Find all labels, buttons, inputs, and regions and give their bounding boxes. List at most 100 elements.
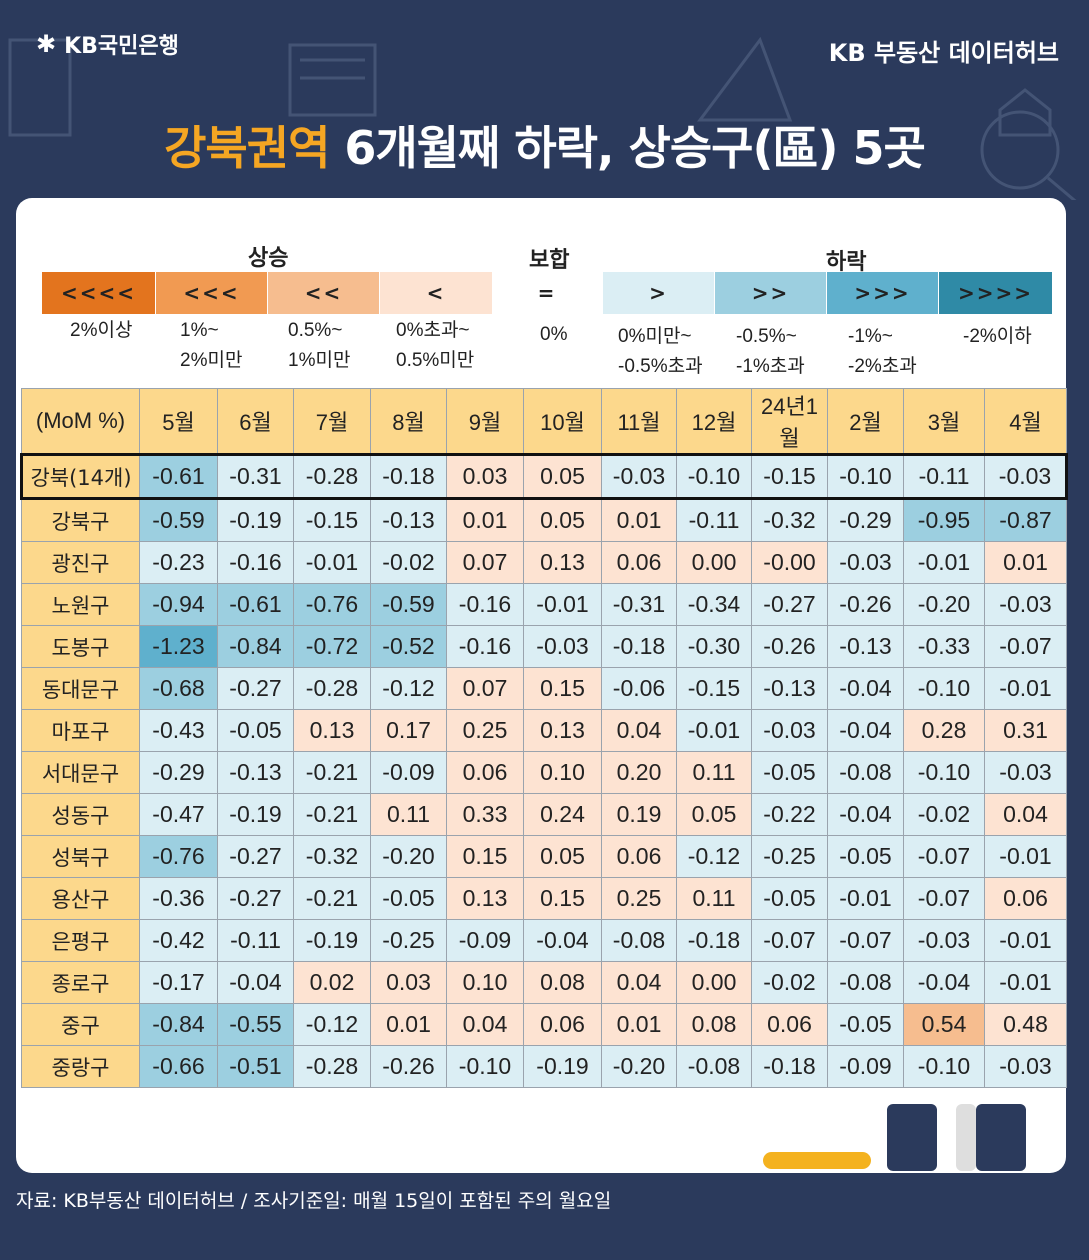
heatmap-cell: -0.20	[601, 1045, 677, 1088]
row-label: 노원구	[21, 583, 140, 626]
heatmap-cell: -0.29	[827, 498, 904, 542]
heatmap-cell: -0.13	[751, 667, 828, 710]
heatmap-cell: -0.18	[601, 625, 677, 668]
heatmap-cell: -0.01	[903, 541, 985, 584]
table-row: 도봉구 -1.23 -0.84 -0.72 -0.52 -0.16 -0.03 -0.18 -0…	[21, 625, 1067, 668]
heatmap-cell: -0.16	[446, 583, 524, 626]
legend-group-fall: 하락	[826, 250, 867, 275]
heatmap-cell: -0.51	[217, 1045, 294, 1088]
row-label: 성북구	[21, 835, 140, 878]
heatmap-cell: -1.23	[139, 625, 218, 668]
heatmap-cell: -0.16	[446, 625, 524, 668]
heatmap-cell: -0.27	[217, 877, 294, 920]
heatmap-cell: 0.01	[370, 1003, 447, 1046]
heatmap-cell: -0.15	[751, 453, 828, 500]
heatmap-cell: -0.03	[984, 453, 1068, 500]
legend-swatch-2: <<	[268, 272, 379, 314]
column-header-6: 11월	[601, 388, 677, 455]
row-label: 동대문구	[21, 667, 140, 710]
heatmap-cell: 0.13	[446, 877, 524, 920]
heatmap-cell: -0.21	[293, 877, 371, 920]
heatmap-cell: -0.19	[217, 793, 294, 836]
heatmap-cell: -0.68	[139, 667, 218, 710]
heatmap-cell: -0.03	[751, 709, 828, 752]
table-row: 광진구 -0.23 -0.16 -0.01 -0.02 0.07 0.13 0.06 0.00-…	[21, 541, 1067, 584]
heatmap-cell: 0.04	[601, 709, 677, 752]
heatmap-cell: -0.76	[293, 583, 371, 626]
table-row: 중랑구 -0.66 -0.51 -0.28 -0.26 -0.10 -0.19 -0.20 -0…	[21, 1045, 1067, 1088]
corner-label: (MoM %)	[21, 388, 140, 455]
city-illustration	[8, 36, 1077, 200]
heatmap-cell: 0.31	[984, 709, 1067, 752]
legend-swatch-8: >>>>	[939, 272, 1052, 314]
heatmap-cell: -0.95	[903, 498, 985, 542]
heatmap-cell: -0.05	[217, 709, 294, 752]
heatmap-cell: -0.01	[984, 835, 1067, 878]
logo-text: KB국민은행	[64, 34, 179, 59]
heatmap-cell: -0.33	[903, 625, 985, 668]
heatmap-cell: -0.07	[751, 919, 828, 962]
heatmap-cell: -0.07	[827, 919, 904, 962]
heatmap-cell: -0.16	[217, 541, 294, 584]
column-header-8: 24년1월	[751, 388, 828, 455]
heatmap-cell: -0.26	[751, 625, 828, 668]
heatmap-cell: -0.15	[293, 498, 371, 542]
heatmap-cell: -0.10	[676, 453, 752, 500]
heatmap-cell: -0.09	[446, 919, 524, 962]
heatmap-cell: 0.13	[293, 709, 371, 752]
row-label: 중랑구	[21, 1045, 140, 1088]
heatmap-cell: -0.28	[293, 667, 371, 710]
header-row: (MoM %) 5월 6월 7월 8월 9월 10월 11월 12월 24년1월 2월 3월 4월	[21, 388, 1067, 455]
heatmap-cell: -0.03	[984, 1045, 1067, 1088]
heatmap-cell: 0.01	[601, 498, 677, 542]
heatmap-cell: -0.21	[293, 751, 371, 794]
heatmap-cell: -0.28	[293, 1045, 371, 1088]
heatmap-cell: -0.12	[370, 667, 447, 710]
legend-label-7: -1%~ -2%초과	[848, 326, 917, 377]
heatmap-cell: 0.11	[676, 751, 752, 794]
heatmap-cell: -0.52	[370, 625, 447, 668]
heatmap-cell: -0.29	[139, 751, 218, 794]
column-header-3: 8월	[370, 388, 447, 455]
row-label: 도봉구	[21, 625, 140, 668]
heatmap-cell: -0.12	[293, 1003, 371, 1046]
heatmap-cell: -0.36	[139, 877, 218, 920]
table-row: 노원구 -0.94 -0.61 -0.76 -0.59 -0.16 -0.01 -0.31 -0…	[21, 583, 1067, 626]
column-header-9: 2월	[827, 388, 904, 455]
heatmap-cell: 0.01	[984, 541, 1067, 584]
deco-block-mid	[956, 1104, 976, 1171]
heatmap-cell: -0.08	[827, 751, 904, 794]
row-label: 중구	[21, 1003, 140, 1046]
heatmap-cell: -0.04	[523, 919, 602, 962]
heatmap-cell: -0.47	[139, 793, 218, 836]
legend-swatch-6: >>	[715, 272, 826, 314]
heatmap-cell: -0.94	[139, 583, 218, 626]
heatmap-cell: -0.07	[903, 835, 985, 878]
heatmap-cell: 0.05	[523, 453, 602, 500]
heatmap-cell: -0.31	[217, 453, 294, 500]
brand-name: KB 부동산 데이터허브	[828, 39, 1059, 67]
column-header-5: 10월	[523, 388, 602, 455]
heatmap-cell: -0.04	[903, 961, 985, 1004]
column-header-11: 4월	[984, 388, 1067, 455]
heatmap-cell: 0.06	[601, 835, 677, 878]
table-row: 은평구 -0.42 -0.11 -0.19 -0.25 -0.09 -0.04 -0.08 -0…	[21, 919, 1067, 962]
column-header-2: 7월	[293, 388, 371, 455]
row-label: 서대문구	[21, 751, 140, 794]
heatmap-cell: -0.10	[446, 1045, 524, 1088]
heatmap-cell: -0.13	[370, 498, 447, 542]
heatmap-cell: -0.01	[827, 877, 904, 920]
heatmap-cell: -0.01	[676, 709, 752, 752]
heatmap-cell: -0.32	[751, 498, 828, 542]
heatmap-cell: -0.01	[523, 583, 602, 626]
heatmap-cell: -0.25	[370, 919, 447, 962]
heatmap-cell: -0.30	[676, 625, 752, 668]
row-label: 마포구	[21, 709, 140, 752]
heatmap-cell: 0.10	[523, 751, 602, 794]
heatmap-cell: -0.02	[751, 961, 828, 1004]
heatmap-cell: -0.43	[139, 709, 218, 752]
heatmap-cell: -0.87	[984, 498, 1067, 542]
legend-swatch-3: <	[380, 272, 492, 314]
heatmap-cell: -0.05	[370, 877, 447, 920]
page-indicator-bar	[763, 1152, 871, 1169]
